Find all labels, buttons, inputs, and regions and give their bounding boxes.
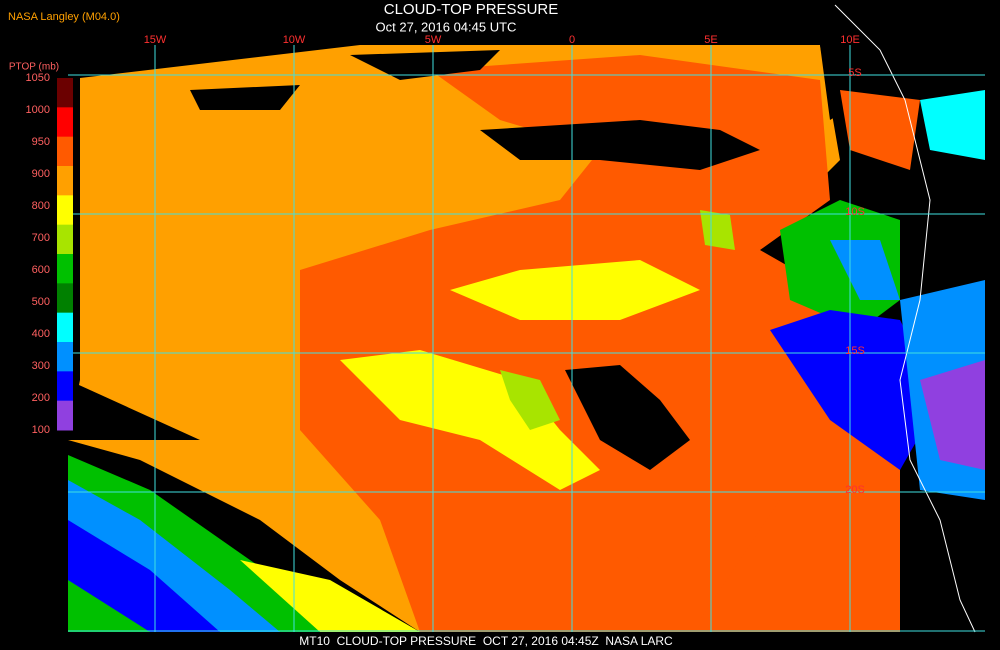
longitude-label: 5E bbox=[704, 34, 717, 46]
colorbar-swatch bbox=[57, 342, 73, 372]
colorbar-tick-label: 950 bbox=[32, 136, 50, 148]
colorbar-swatch bbox=[57, 283, 73, 314]
subtitle: Oct 27, 2016 04:45 UTC bbox=[376, 19, 517, 34]
latitude-label: 5S bbox=[848, 67, 861, 79]
cloud-region bbox=[500, 370, 560, 430]
clear-region bbox=[480, 120, 760, 170]
latitude-label: 20S bbox=[845, 484, 865, 496]
colorbar-tick-label: 1000 bbox=[26, 104, 50, 116]
colorbar-swatch bbox=[57, 312, 73, 343]
clear-region bbox=[565, 365, 690, 470]
colorbar-swatch bbox=[57, 224, 73, 255]
longitude-label: 15W bbox=[144, 34, 167, 46]
longitude-label: 10W bbox=[283, 34, 306, 46]
colorbar-tick-label: 100 bbox=[32, 424, 50, 436]
clear-region bbox=[190, 85, 300, 110]
cloud-region bbox=[770, 310, 940, 470]
colorbar-swatch bbox=[57, 371, 73, 402]
colorbar-tick-label: 900 bbox=[32, 168, 50, 180]
colorbar-tick-label: 200 bbox=[32, 392, 50, 404]
colorbar: 1050 1000 950 900 800 700 600 500 400 300 200 100 bbox=[26, 72, 73, 436]
colorbar-tick-label: 1050 bbox=[26, 72, 50, 84]
colorbar-swatch bbox=[57, 166, 73, 196]
latitude-label: 15S bbox=[845, 345, 865, 357]
colorbar-title: PTOP (mb) bbox=[9, 62, 59, 73]
cloud-region bbox=[340, 350, 600, 490]
cloud-region bbox=[920, 360, 985, 470]
cloud-region bbox=[830, 240, 900, 300]
cloud-imagery bbox=[68, 4, 985, 633]
cloud-region bbox=[920, 90, 985, 160]
cloud-region bbox=[68, 480, 280, 632]
lat-lon-grid: 15W 10W 5W 0 5E 10E 5S 10S 15S 20S bbox=[68, 34, 985, 632]
colorbar-tick-label: 600 bbox=[32, 264, 50, 276]
colorbar-swatch bbox=[57, 195, 73, 226]
longitude-label: 0 bbox=[569, 34, 575, 46]
colorbar-swatch bbox=[57, 254, 73, 284]
cloud-region bbox=[840, 90, 920, 170]
longitude-label: 5W bbox=[425, 34, 442, 46]
colorbar-tick-label: 300 bbox=[32, 360, 50, 372]
source-label: NASA Langley (M04.0) bbox=[8, 11, 120, 23]
cloud-region bbox=[450, 260, 700, 320]
longitude-label: 10E bbox=[840, 34, 860, 46]
colorbar-swatch bbox=[57, 400, 73, 431]
colorbar-tick-label: 500 bbox=[32, 296, 50, 308]
colorbar-swatch bbox=[57, 78, 73, 108]
title: CLOUD-TOP PRESSURE bbox=[384, 1, 559, 18]
colorbar-tick-label: 400 bbox=[32, 328, 50, 340]
cloud-region bbox=[68, 520, 220, 632]
latitude-label: 10S bbox=[845, 206, 865, 218]
colorbar-swatch bbox=[57, 136, 73, 167]
cloud-region bbox=[700, 210, 735, 250]
cloud-region bbox=[240, 560, 420, 632]
footer: MT10 CLOUD-TOP PRESSURE OCT 27, 2016 04:… bbox=[299, 634, 673, 648]
clear-region bbox=[68, 380, 200, 440]
colorbar-tick-label: 700 bbox=[32, 232, 50, 244]
colorbar-tick-label: 800 bbox=[32, 200, 50, 212]
colorbar-swatch bbox=[57, 107, 73, 138]
land bbox=[900, 500, 985, 632]
clear-region bbox=[350, 50, 500, 80]
